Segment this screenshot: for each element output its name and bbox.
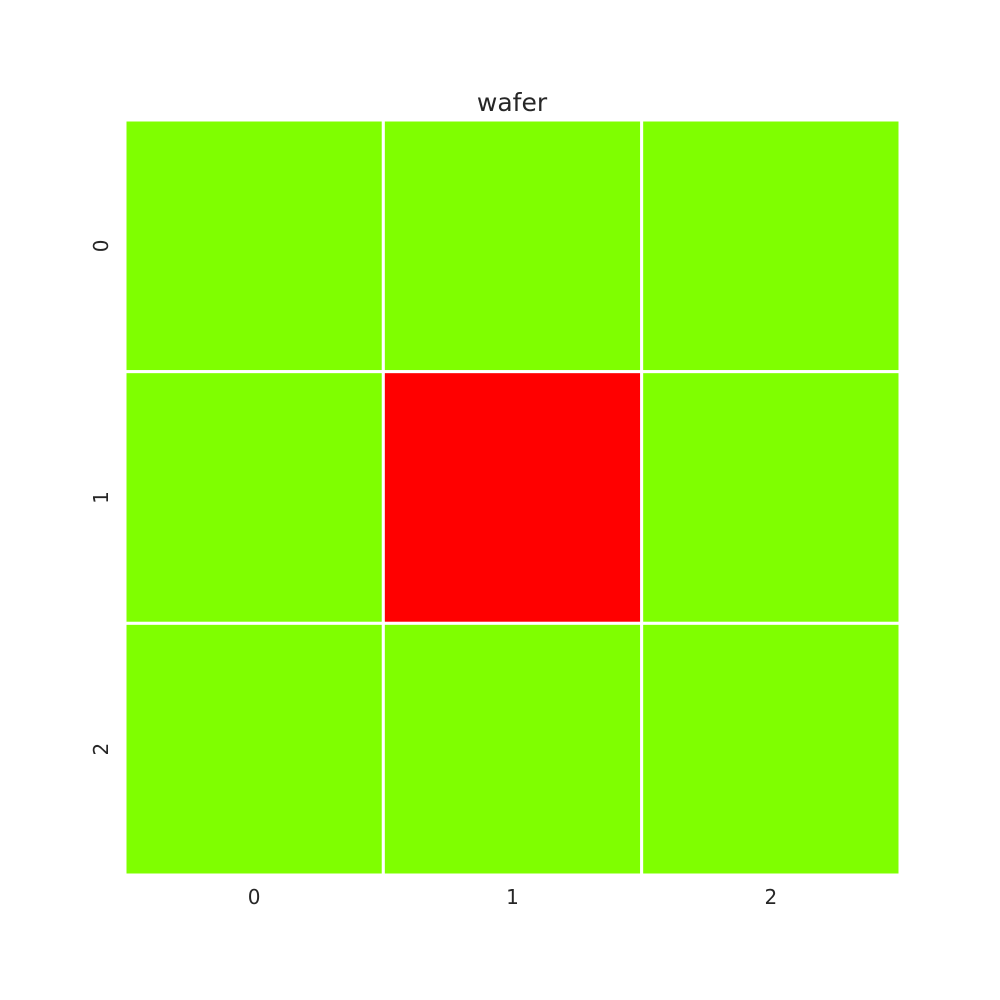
heatmap-cell-r0-c2 (640, 118, 902, 374)
x-tick-label: 0 (248, 885, 261, 909)
heatmap-cell-r0-c1 (381, 118, 644, 374)
x-tick-label: 1 (506, 885, 519, 909)
x-tick-label: 2 (764, 885, 777, 909)
heatmap-cell-r2-c1 (381, 621, 644, 877)
heatmap-cell-r2-c0 (123, 621, 385, 877)
heatmap-cell-r2-c2 (640, 621, 902, 877)
x-axis-tick-labels: 0 1 2 (248, 885, 777, 909)
chart-title: wafer (477, 88, 548, 117)
heatmap-cell-r1-c2 (640, 370, 902, 625)
y-axis-tick-labels: 0 1 2 (89, 239, 113, 755)
y-tick-label: 1 (89, 491, 113, 504)
heatmap-cell-r0-c0 (123, 118, 385, 374)
heatmap-cell-r1-c0 (123, 370, 385, 625)
y-tick-label: 2 (89, 743, 113, 756)
heatmap-cell-r1-c1 (381, 370, 644, 625)
heatmap-cells (123, 118, 902, 877)
y-tick-label: 0 (89, 239, 113, 252)
